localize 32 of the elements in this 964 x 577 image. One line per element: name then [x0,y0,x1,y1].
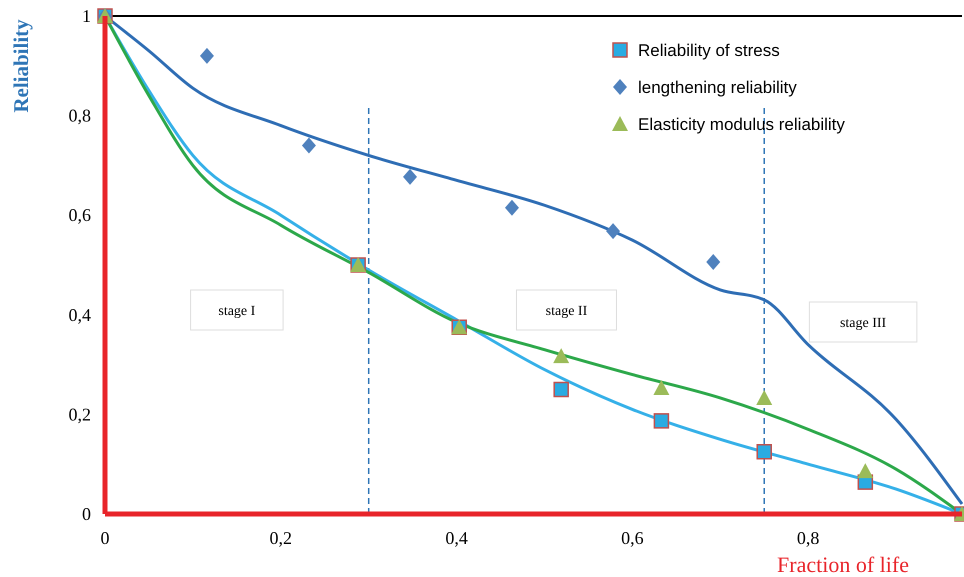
point [606,223,620,240]
point [654,413,670,429]
y-tick-label: 0 [82,504,91,524]
point [553,348,570,364]
x-axis-title: Fraction of life [777,552,909,577]
annotation: stage II [546,304,588,319]
point [403,168,418,185]
y-axis-title: Reliability [9,18,33,113]
point [706,254,720,270]
x-tick-label: 0,4 [445,528,468,548]
point [553,382,569,398]
annotation: stage I [218,304,256,319]
y-tick-label: 0,8 [68,106,91,126]
point [756,444,772,460]
point [200,48,214,64]
point [302,137,316,154]
point [653,380,670,396]
y-tick-label: 1 [82,6,91,26]
legend-label: Elasticity modulus reliability [638,115,846,134]
point [504,200,519,216]
annotation: stage III [840,316,887,331]
legend-label: Reliability of stress [638,41,780,60]
y-tick-label: 0,4 [68,304,91,325]
legend-label: lengthening reliability [638,78,798,97]
x-tick-label: 0,8 [796,528,820,548]
y-tick-label: 0,2 [68,404,91,424]
y-tick-label: 0,6 [68,205,91,226]
x-tick-label: 0,6 [621,528,644,548]
point [857,463,874,478]
x-tick-label: 0 [100,528,110,548]
x-tick-label: 0,2 [270,528,292,548]
point [756,390,772,405]
